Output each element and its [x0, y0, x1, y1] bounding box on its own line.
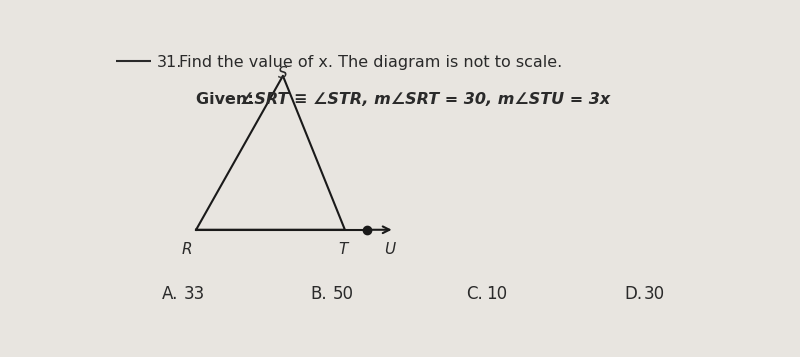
Text: 50: 50 [333, 285, 354, 303]
Text: B.: B. [310, 285, 327, 303]
Text: R: R [182, 242, 192, 257]
Text: S: S [278, 66, 288, 81]
Text: Given:: Given: [196, 92, 259, 107]
Text: ∠SRT ≡ ∠STR, m∠SRT = 30, m∠STU = 3x: ∠SRT ≡ ∠STR, m∠SRT = 30, m∠STU = 3x [239, 92, 610, 107]
Text: T: T [338, 242, 348, 257]
Text: 31.: 31. [157, 55, 182, 70]
Text: A.: A. [162, 285, 178, 303]
Text: D.: D. [624, 285, 642, 303]
Text: 30: 30 [644, 285, 665, 303]
Text: U: U [385, 242, 396, 257]
Text: Find the value of x. The diagram is not to scale.: Find the value of x. The diagram is not … [179, 55, 562, 70]
Text: C.: C. [466, 285, 482, 303]
Text: 10: 10 [486, 285, 506, 303]
Text: 33: 33 [184, 285, 205, 303]
